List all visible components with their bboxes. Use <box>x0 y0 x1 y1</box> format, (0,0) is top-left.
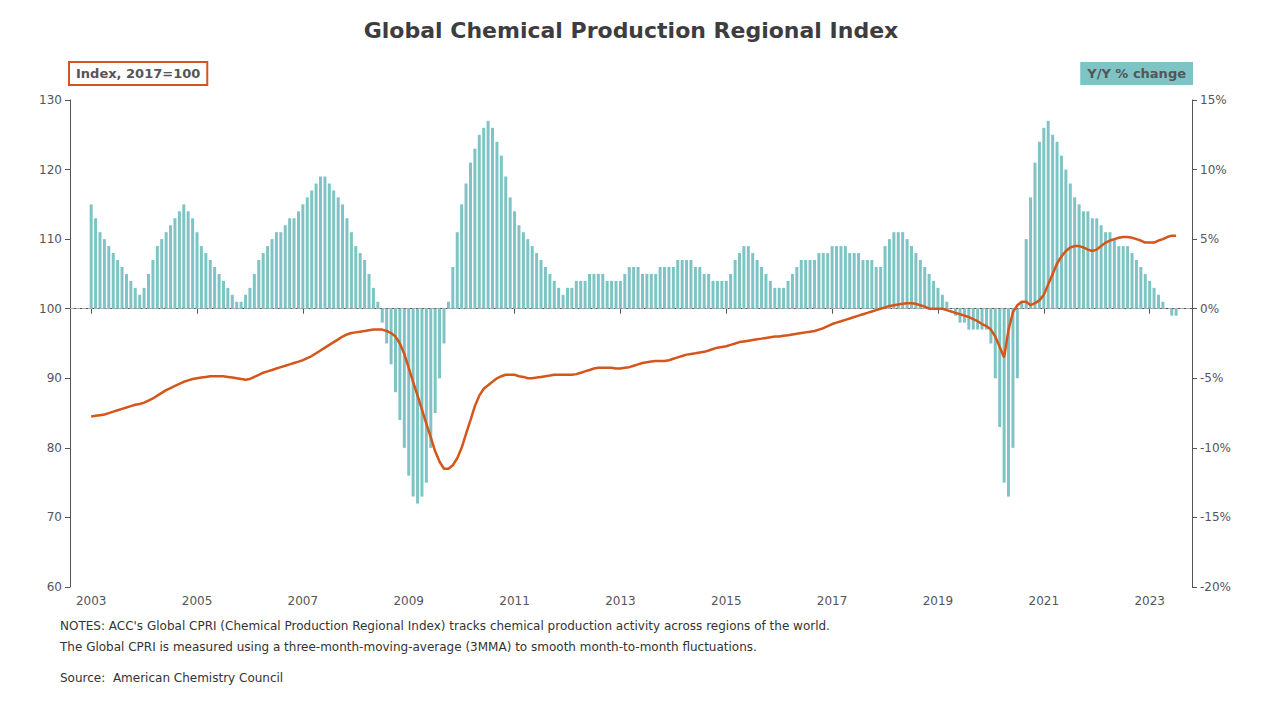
svg-text:60: 60 <box>47 580 62 594</box>
svg-text:2023: 2023 <box>1134 594 1165 608</box>
svg-text:2009: 2009 <box>393 594 424 608</box>
svg-text:2017: 2017 <box>817 594 848 608</box>
svg-text:Global Chemical Production Reg: Global Chemical Production Regional Inde… <box>364 18 899 43</box>
svg-text:0%: 0% <box>1200 302 1219 316</box>
svg-text:-10%: -10% <box>1200 441 1231 455</box>
svg-text:2021: 2021 <box>1029 594 1060 608</box>
svg-text:120: 120 <box>39 163 62 177</box>
svg-text:2003: 2003 <box>76 594 107 608</box>
svg-text:15%: 15% <box>1200 93 1227 107</box>
svg-text:2015: 2015 <box>711 594 742 608</box>
svg-text:The Global CPRI is measured us: The Global CPRI is measured using a thre… <box>59 640 757 654</box>
svg-text:Source: American Chemistry Co: Source: American Chemistry Council <box>60 671 283 685</box>
svg-text:2005: 2005 <box>182 594 213 608</box>
svg-text:130: 130 <box>39 93 62 107</box>
svg-text:Index, 2017=100: Index, 2017=100 <box>76 66 200 81</box>
svg-text:80: 80 <box>47 441 62 455</box>
svg-text:70: 70 <box>47 510 62 524</box>
svg-text:110: 110 <box>39 232 62 246</box>
svg-text:2011: 2011 <box>499 594 530 608</box>
svg-text:2007: 2007 <box>288 594 319 608</box>
svg-text:10%: 10% <box>1200 163 1227 177</box>
svg-text:90: 90 <box>47 371 62 385</box>
svg-text:100: 100 <box>39 302 62 316</box>
svg-text:2013: 2013 <box>605 594 636 608</box>
svg-text:Y/Y % change: Y/Y % change <box>1086 66 1186 81</box>
svg-text:2019: 2019 <box>923 594 954 608</box>
svg-text:-20%: -20% <box>1200 580 1231 594</box>
svg-text:-5%: -5% <box>1200 371 1223 385</box>
svg-text:-15%: -15% <box>1200 510 1231 524</box>
svg-text:5%: 5% <box>1200 232 1219 246</box>
svg-text:NOTES: ACC's Global CPRI (Chem: NOTES: ACC's Global CPRI (Chemical Produ… <box>60 619 830 633</box>
